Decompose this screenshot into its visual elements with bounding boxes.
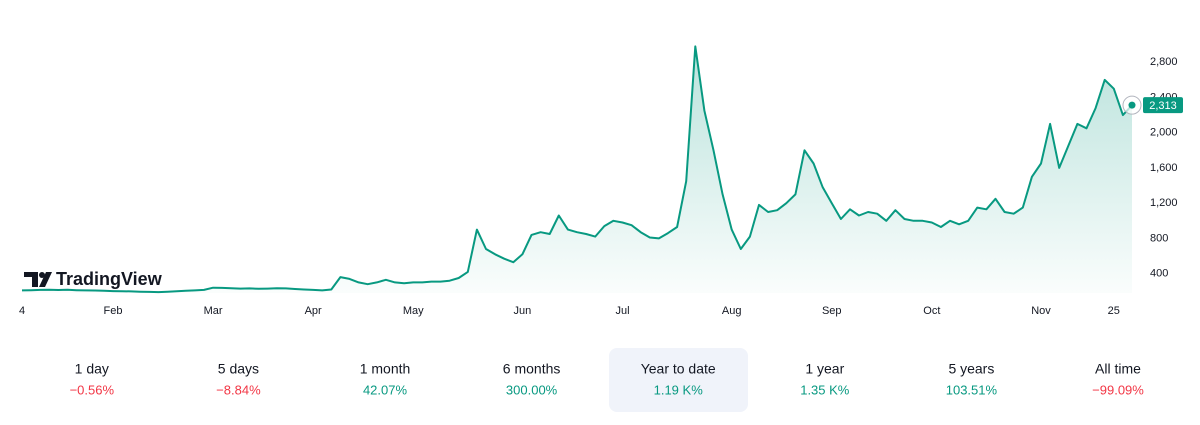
period-label: 5 days [218,361,259,377]
period-button[interactable]: 1 year 1.35 K% [800,361,850,398]
y-tick-label: 1,200 [1150,197,1178,209]
period-change: 300.00% [506,382,558,397]
period-button[interactable]: 5 days −8.84% [216,361,261,398]
period-button[interactable]: 1 day −0.56% [70,361,115,398]
period-label: 1 month [360,361,411,377]
x-tick-label: Sep [822,305,842,317]
period-change: 1.19 K% [654,382,704,397]
x-tick-label: 4 [19,305,25,317]
period-button[interactable]: 5 years 103.51% [946,361,998,398]
price-label-box [1143,97,1183,114]
period-label: 1 year [805,361,844,377]
period-label: All time [1095,361,1141,377]
y-tick-label: 2,800 [1150,56,1178,68]
period-label: 6 months [503,361,561,377]
period-button[interactable]: 1 month 42.07% [360,361,411,398]
period-selected-bg [609,348,748,412]
y-tick-label: 400 [1150,268,1168,280]
x-tick-label: Apr [305,305,322,317]
period-change: 1.35 K% [800,382,850,397]
last-point [1128,101,1136,109]
area [22,46,1132,294]
x-tick-label: Jun [514,305,532,317]
period-change: −0.56% [70,382,115,397]
line [21,45,1133,294]
period-change: 42.07% [363,382,408,397]
x-tick-label: Nov [1031,305,1051,317]
x-tick-label: Mar [204,305,223,317]
period-label: Year to date [641,361,716,377]
y-tick-label: 1,600 [1150,162,1178,174]
x-tick-label: Oct [923,305,940,317]
x-tick-label: Feb [103,305,122,317]
period-button[interactable]: 6 months 300.00% [503,361,561,398]
period-label: 5 years [948,361,994,377]
logo: TradingView [24,269,163,289]
x-tick-label: Aug [722,305,742,317]
period-button[interactable]: Year to date 1.19 K% [609,348,748,412]
brand: TradingView [56,269,163,289]
period-button[interactable]: All time −99.09% [1092,361,1144,398]
x-tick-label: Jul [615,305,629,317]
period-label: 1 day [75,361,109,377]
x-tick-label: 25 [1108,305,1120,317]
period-change: 103.51% [946,382,998,397]
period-change: −99.09% [1092,382,1144,397]
y-tick-label: 800 [1150,232,1168,244]
x-tick-label: May [403,305,424,317]
period-change: −8.84% [216,382,261,397]
price-label: 2,313 [1149,100,1177,112]
y-tick-label: 2,000 [1150,127,1178,139]
